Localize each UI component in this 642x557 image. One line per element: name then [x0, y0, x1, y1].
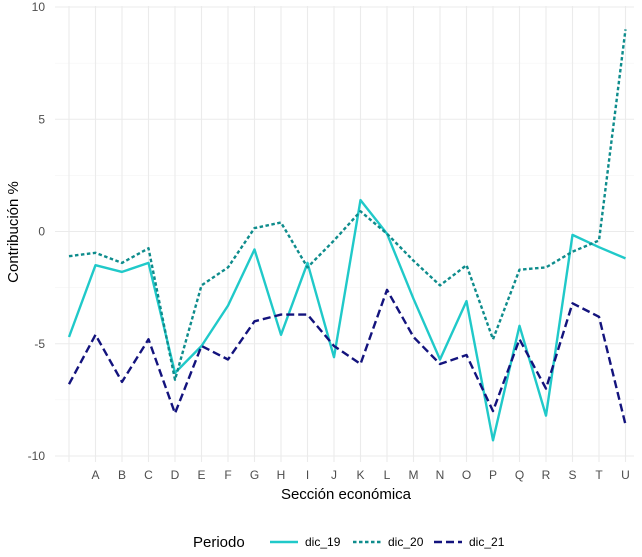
x-tick-label: A [91, 468, 99, 482]
y-axis-ticks: -10 -5 0 5 10 [28, 0, 46, 463]
legend-label: dic_21 [469, 535, 505, 549]
x-tick-label: M [409, 468, 419, 482]
x-tick-label: N [436, 468, 445, 482]
x-tick-label: R [542, 468, 551, 482]
x-tick-label: S [568, 468, 576, 482]
y-axis-title: Contribución % [5, 181, 22, 283]
legend: Periodo dic_19 dic_20 dic_21 [193, 534, 505, 551]
x-tick-label: G [250, 468, 259, 482]
x-tick-label: F [224, 468, 231, 482]
y-tick-label: -5 [34, 337, 45, 351]
x-axis-ticks: A B C D E F G H I J K L M N O P Q R S T U [91, 468, 629, 482]
y-tick-label: 5 [38, 112, 45, 126]
x-tick-label: P [489, 468, 497, 482]
x-tick-label: E [197, 468, 205, 482]
y-tick-label: 10 [32, 0, 46, 14]
x-axis-title: Sección económica [281, 486, 412, 503]
legend-label: dic_20 [388, 535, 424, 549]
legend-label: dic_19 [305, 535, 341, 549]
legend-title: Periodo [193, 534, 245, 551]
x-tick-label: B [118, 468, 126, 482]
x-tick-label: H [277, 468, 286, 482]
x-tick-label: Q [515, 468, 524, 482]
x-tick-label: K [356, 468, 364, 482]
series-line-dic-21 [67, 288, 627, 425]
series-line-dic-20 [68, 29, 627, 381]
y-tick-label: 0 [38, 225, 45, 239]
x-tick-label: L [384, 468, 391, 482]
x-tick-label: J [331, 468, 337, 482]
x-tick-label: U [621, 468, 630, 482]
x-tick-label: C [144, 468, 153, 482]
x-tick-label: D [171, 468, 180, 482]
x-tick-label: T [595, 468, 603, 482]
x-tick-label: I [306, 468, 309, 482]
y-tick-label: -10 [28, 449, 46, 463]
x-tick-label: O [462, 468, 471, 482]
series-layer [67, 29, 627, 442]
